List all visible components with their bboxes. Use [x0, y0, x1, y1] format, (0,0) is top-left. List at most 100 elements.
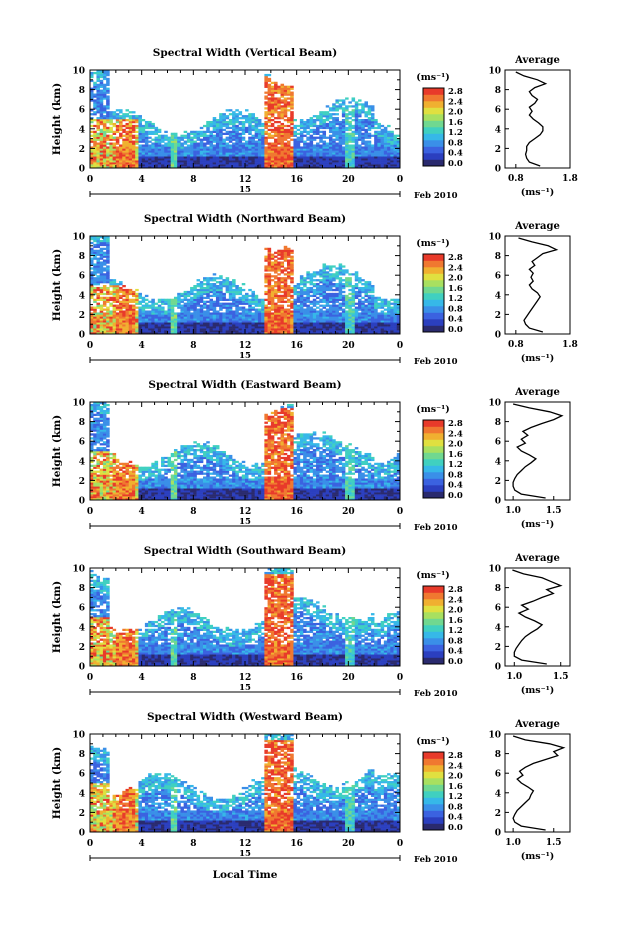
heatmap-cell — [396, 138, 401, 141]
heatmap-cell — [286, 158, 291, 161]
heatmap-cell — [374, 310, 378, 313]
heatmap-cell — [93, 150, 97, 153]
heatmap-cell — [167, 164, 172, 167]
heatmap-cell — [138, 120, 142, 124]
y-tick-label: 6 — [79, 272, 85, 282]
heatmap-cell — [309, 283, 314, 286]
heatmap-cell — [264, 132, 268, 135]
heatmap-cell — [122, 304, 126, 307]
heatmap-cell — [309, 158, 314, 161]
heatmap-cell — [277, 148, 281, 151]
heatmap-cell — [106, 249, 110, 252]
heatmap-cell — [341, 326, 346, 329]
heatmap-cell — [148, 124, 152, 128]
heatmap-cell — [99, 119, 104, 122]
heatmap-cell — [106, 281, 110, 284]
heatmap-cell — [148, 158, 152, 161]
heatmap-cell — [115, 296, 120, 300]
heatmap-cell — [383, 146, 388, 149]
heatmap-cell — [93, 257, 97, 260]
heatmap-cell — [241, 148, 246, 151]
heatmap-cell — [99, 271, 104, 274]
heatmap-cell — [119, 294, 123, 298]
heatmap-cell — [102, 312, 107, 315]
heatmap-cell — [245, 302, 249, 305]
heatmap-cell — [274, 312, 278, 315]
heatmap-cell — [183, 310, 188, 313]
heatmap-cell — [267, 99, 272, 102]
heatmap-cell — [206, 296, 210, 300]
heatmap-cell — [106, 265, 110, 268]
heatmap-cell — [322, 113, 327, 116]
heatmap-cell — [361, 122, 365, 126]
heatmap-cell — [125, 154, 130, 157]
heatmap-cell — [106, 70, 110, 73]
heatmap-cell — [274, 259, 278, 262]
heatmap-cell — [190, 298, 194, 301]
heatmap-cell — [319, 281, 323, 284]
heatmap-cell — [316, 150, 320, 153]
heatmap-cell — [96, 158, 100, 161]
heatmap-cell — [170, 138, 175, 141]
heatmap-cell — [303, 292, 307, 296]
heatmap-cell — [283, 107, 288, 110]
heatmap-cell — [93, 310, 97, 313]
heatmap-cell — [274, 146, 278, 149]
heatmap-cell — [345, 113, 349, 116]
heatmap-cell — [377, 126, 381, 130]
heatmap-cell — [251, 156, 255, 159]
heatmap-cell — [219, 130, 223, 134]
heatmap-cell — [199, 294, 204, 298]
heatmap-cell — [190, 286, 194, 290]
heatmap-cell — [390, 302, 394, 305]
heatmap-cell — [122, 144, 126, 147]
heatmap-cell — [106, 269, 110, 272]
heatmap-cell — [119, 166, 123, 169]
heatmap-cell — [280, 294, 285, 298]
heatmap-cell — [196, 130, 201, 134]
heatmap-cell — [232, 296, 236, 300]
heatmap-cell — [115, 109, 120, 112]
heatmap-cell — [106, 95, 110, 98]
heatmap-cell — [102, 300, 107, 303]
heatmap-cell — [267, 79, 272, 83]
heatmap-cell — [358, 136, 362, 139]
heatmap-cell — [164, 312, 168, 315]
heatmap-cell — [238, 308, 243, 311]
heatmap-cell — [286, 89, 291, 92]
heatmap-cell — [377, 122, 381, 126]
heatmap-cell — [241, 324, 246, 327]
heatmap-cell — [119, 316, 123, 319]
heatmap-cell — [106, 308, 110, 311]
heatmap-cell — [180, 150, 184, 153]
heatmap-cell — [167, 322, 172, 325]
heatmap-cell — [131, 140, 136, 143]
heatmap-cell — [283, 283, 288, 286]
heatmap-cell — [335, 126, 339, 130]
heatmap-cell — [212, 332, 217, 335]
heatmap-cell — [325, 111, 330, 114]
heatmap-cell — [238, 164, 243, 167]
heatmap-cell — [106, 288, 110, 292]
heatmap-cell — [148, 122, 152, 126]
heatmap-cell — [358, 99, 362, 102]
heatmap-cell — [99, 93, 104, 96]
heatmap-cell — [199, 152, 204, 155]
heatmap-cell — [299, 296, 304, 300]
heatmap-cell — [209, 314, 214, 317]
heatmap-cell — [144, 312, 149, 315]
heatmap-cell — [93, 332, 97, 335]
heatmap-cell — [177, 142, 181, 145]
heatmap-cell — [322, 292, 327, 296]
heatmap-cell — [151, 142, 155, 145]
heatmap-cell — [264, 148, 268, 151]
heatmap-cell — [261, 166, 265, 169]
heatmap-cell — [222, 115, 226, 118]
heatmap-cell — [161, 158, 165, 161]
heatmap-cell — [335, 308, 339, 311]
heatmap-cell — [290, 85, 294, 88]
heatmap-cell — [206, 154, 210, 157]
heatmap-cell — [148, 136, 152, 139]
heatmap-cell — [112, 312, 117, 315]
heatmap-cell — [274, 251, 278, 254]
